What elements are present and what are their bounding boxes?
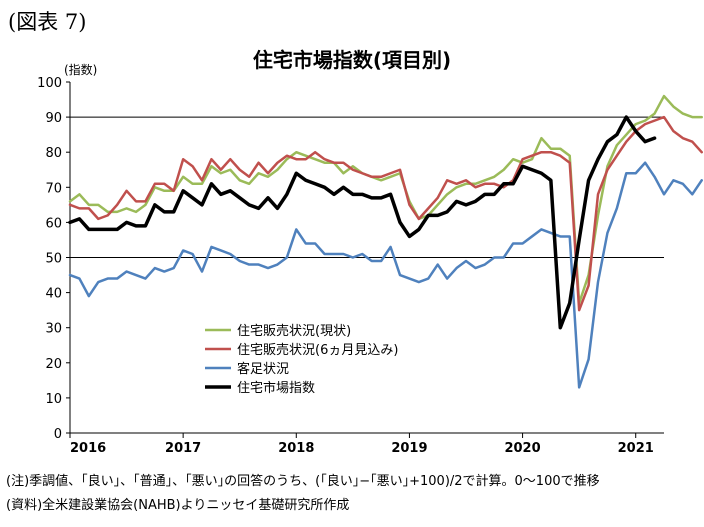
y-tick-label: 70: [45, 181, 62, 196]
y-tick-label: 80: [45, 146, 62, 161]
series-layer: [68, 94, 703, 389]
x-tick-label: 2021: [618, 441, 654, 456]
x-tick-label: 2018: [278, 441, 314, 456]
x-tick-label: 2020: [504, 441, 540, 456]
y-tick-label: 40: [45, 287, 62, 302]
y-tick-label: 90: [45, 111, 62, 126]
y-tick-label: 30: [45, 322, 62, 337]
footnote-source: (資料)全米建設業協会(NAHB)よりニッセイ基礎研究所作成: [6, 498, 350, 513]
legend-label-4: 住宅市場指数: [237, 380, 315, 396]
x-tick-label: 2017: [165, 441, 201, 456]
chart-title: 住宅市場指数(項目別): [252, 48, 452, 72]
series-line-2: [68, 115, 703, 312]
legend-label-2: 住宅販売状況(6ヵ月見込み): [237, 342, 398, 358]
y-tick-label: 50: [45, 252, 62, 267]
series-line-3: [68, 161, 703, 389]
legend-label-3: 客足状況: [237, 361, 289, 377]
series-line-4: [68, 115, 657, 330]
y-tick-label: 10: [45, 392, 62, 407]
axis-layer: 0 10 20 30 40 50 60 70 80 90 100(指数) 2016 2017 2018 20…: [37, 62, 664, 456]
line-chart: 0 10 20 30 40 50 60 70 80 90 100(指数) 2016 2017 2018 20…: [37, 62, 703, 456]
footnote-note: (注)季調値、｢良い｣、｢普通｣、｢悪い｣の回答のうち、(｢良い｣−｢悪い｣+1…: [6, 474, 600, 489]
legend-label-1: 住宅販売状況(現状): [237, 323, 351, 339]
x-tick-label: 2019: [391, 441, 427, 456]
y-tick-label: 0: [54, 427, 62, 442]
y-axis-label: (指数): [64, 62, 97, 77]
y-tick-label: 20: [45, 357, 62, 372]
y-tick-label: 100: [37, 76, 62, 91]
figure-label: (図表 7): [8, 10, 87, 34]
y-tick-label: 60: [45, 216, 62, 231]
x-tick-label: 2016: [70, 441, 106, 456]
